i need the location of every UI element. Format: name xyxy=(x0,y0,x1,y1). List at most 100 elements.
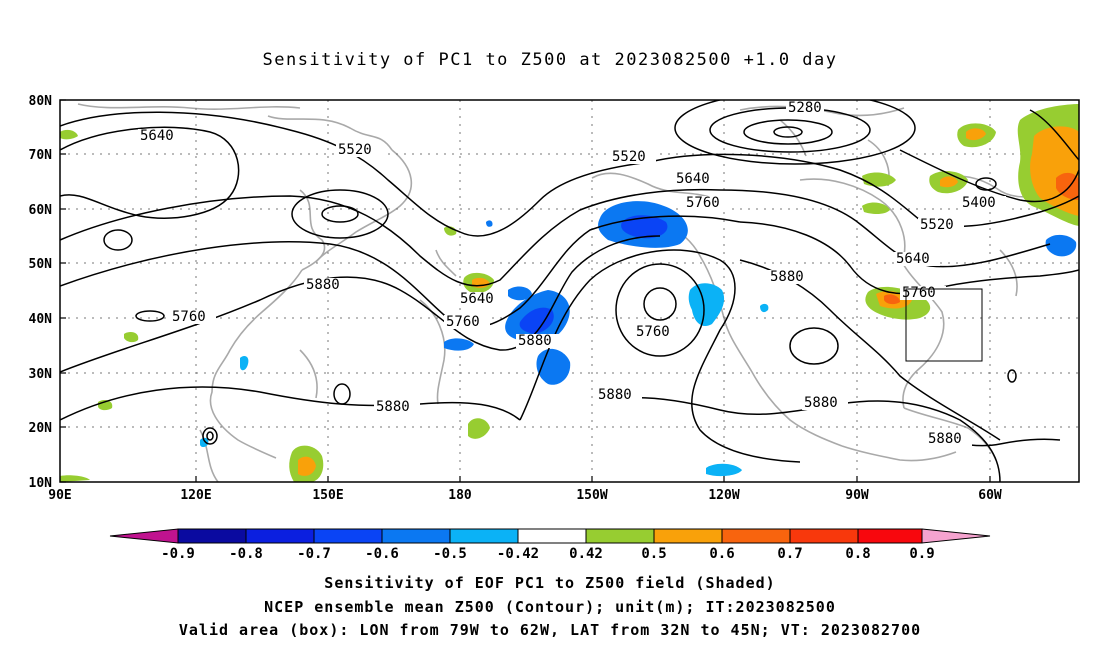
contour-label: 5880 xyxy=(804,395,838,411)
contour-small-tropics-1 xyxy=(333,383,351,405)
contour-5640-low-kamchatka xyxy=(291,189,389,239)
shade-negative-west-coast xyxy=(688,283,725,327)
colorbar-tick-label: 0.42 xyxy=(569,546,603,562)
lat-label: 50N xyxy=(29,257,53,272)
contour-label: 5760 xyxy=(902,285,936,301)
contour-5640-na xyxy=(719,189,1051,268)
contour-label: 5520 xyxy=(338,142,372,158)
colorbar-min-triangle xyxy=(109,528,179,544)
contour-5280-ring-2 xyxy=(743,119,833,145)
caption-contour: NCEP ensemble mean Z500 (Contour); unit(… xyxy=(264,598,836,616)
shade-negative-small-5 xyxy=(760,303,769,313)
lon-label: 60W xyxy=(978,488,1002,503)
contour-5640-west xyxy=(60,126,240,219)
contour-5520-europe xyxy=(1029,109,1079,161)
contour-5640-mid xyxy=(60,188,721,287)
colorbar-bin xyxy=(857,528,923,544)
contour-label: 5280 xyxy=(788,100,822,116)
shade-negative-pacific-mid-core xyxy=(621,215,668,239)
map-title: Sensitivity of PC1 to Z500 at 2023082500… xyxy=(262,50,838,70)
colorbar-bin xyxy=(517,528,587,544)
lon-label: 120W xyxy=(708,488,739,503)
colorbar-tick-label: 0.6 xyxy=(709,546,734,562)
contour-label: 5520 xyxy=(920,217,954,233)
lat-label: 10N xyxy=(29,476,53,491)
contour-label: 5760 xyxy=(686,195,720,211)
contour-5880-east-pacific xyxy=(519,249,801,463)
contour-label: 5760 xyxy=(636,324,670,340)
contour-small-tropics-2 xyxy=(202,427,218,445)
lat-label: 60N xyxy=(29,203,53,218)
contour-label: 5640 xyxy=(896,251,930,267)
shade-positive-greenland-core xyxy=(966,128,986,141)
contour-small-greenland xyxy=(975,177,997,191)
shade-negative-east-atlantic xyxy=(1045,234,1077,257)
colorbar-bin xyxy=(721,528,791,544)
lon-label: 150E xyxy=(312,488,343,503)
map-frame xyxy=(59,99,1080,483)
colorbar-max-triangle xyxy=(921,528,991,544)
shade-negative-dateline-core xyxy=(519,307,554,334)
contour-label: 5880 xyxy=(376,399,410,415)
lon-label: 90W xyxy=(845,488,869,503)
contour-label: 5640 xyxy=(460,291,494,307)
contour-label: 5880 xyxy=(928,431,962,447)
latitude-labels: 80N 70N 60N 50N 40N 30N 20N 10N xyxy=(29,94,53,491)
lon-label: 180 xyxy=(448,488,472,503)
colorbar-tick-label: 0.5 xyxy=(641,546,666,562)
colorbar-bin xyxy=(789,528,859,544)
shade-positive-tropics-west-core xyxy=(298,456,316,476)
longitude-labels: 90E 120E 150E 180 150W 120W 90W 60W xyxy=(48,488,1002,503)
contour-5400-ring xyxy=(674,100,916,165)
valid-area-box xyxy=(905,288,983,362)
contour-5280-ring-1 xyxy=(773,126,803,138)
colorbar-tick-labels: -0.9 -0.8 -0.7 -0.6 -0.5 -0.42 0.42 0.5 … xyxy=(161,546,935,562)
contour-label: 5880 xyxy=(598,387,632,403)
contour-5760-pacific-low-outer xyxy=(615,263,705,357)
colorbar-tick-label: 0.8 xyxy=(845,546,870,562)
lat-label: 80N xyxy=(29,94,53,109)
contour-label: 5400 xyxy=(962,195,996,211)
contour-5880-na-high xyxy=(789,327,839,365)
axis-ticks xyxy=(60,99,991,483)
contour-5760-pacific-low-inner xyxy=(643,287,677,321)
colorbar-bin xyxy=(449,528,519,544)
colorbar-tick-label: 0.7 xyxy=(777,546,802,562)
lon-label: 90E xyxy=(48,488,71,503)
lat-label: 30N xyxy=(29,367,53,382)
colorbar-tick-label: 0.9 xyxy=(909,546,934,562)
shade-negative-small-2 xyxy=(444,338,474,351)
shade-negative-small-6 xyxy=(486,220,493,227)
contour-label: 5760 xyxy=(172,309,206,325)
shade-positive-hudson xyxy=(862,172,896,187)
colorbar-bin xyxy=(245,528,315,544)
lon-label: 150W xyxy=(576,488,607,503)
colorbar-bin xyxy=(177,528,247,544)
shade-negative-small-4 xyxy=(200,437,209,447)
contour-label: 5640 xyxy=(140,128,174,144)
colorbar-tick-label: -0.9 xyxy=(161,546,195,562)
contour-small-northpacific xyxy=(135,310,165,322)
colorbar-tick-label: -0.5 xyxy=(433,546,467,562)
colorbar-bin xyxy=(313,528,383,544)
contour-label-group: 5280 5640 5520 5520 5640 5760 5400 5520 … xyxy=(138,100,1006,447)
shade-positive-small-3 xyxy=(124,332,139,343)
shade-positive-labrador xyxy=(862,202,890,214)
lon-label: 120E xyxy=(180,488,211,503)
contour-label: 5880 xyxy=(770,269,804,285)
contour-5520-west xyxy=(60,111,651,237)
caption-shading: Sensitivity of EOF PC1 to Z500 field (Sh… xyxy=(324,574,776,592)
lat-label: 40N xyxy=(29,312,53,327)
colorbar-bin xyxy=(381,528,451,544)
colorbar-bin xyxy=(653,528,723,544)
contour-label: 5640 xyxy=(676,171,710,187)
colorbar xyxy=(109,528,991,544)
shade-positive-east-us-red xyxy=(884,294,900,305)
contour-5400-europe xyxy=(899,149,1079,203)
sensitivity-shading xyxy=(60,104,1079,482)
contour-5580-low-kamchatka xyxy=(321,205,359,223)
colorbar-tick-label: -0.42 xyxy=(497,546,539,562)
colorbar-tick-label: -0.8 xyxy=(229,546,263,562)
contour-5880-west-tropics xyxy=(60,386,521,421)
